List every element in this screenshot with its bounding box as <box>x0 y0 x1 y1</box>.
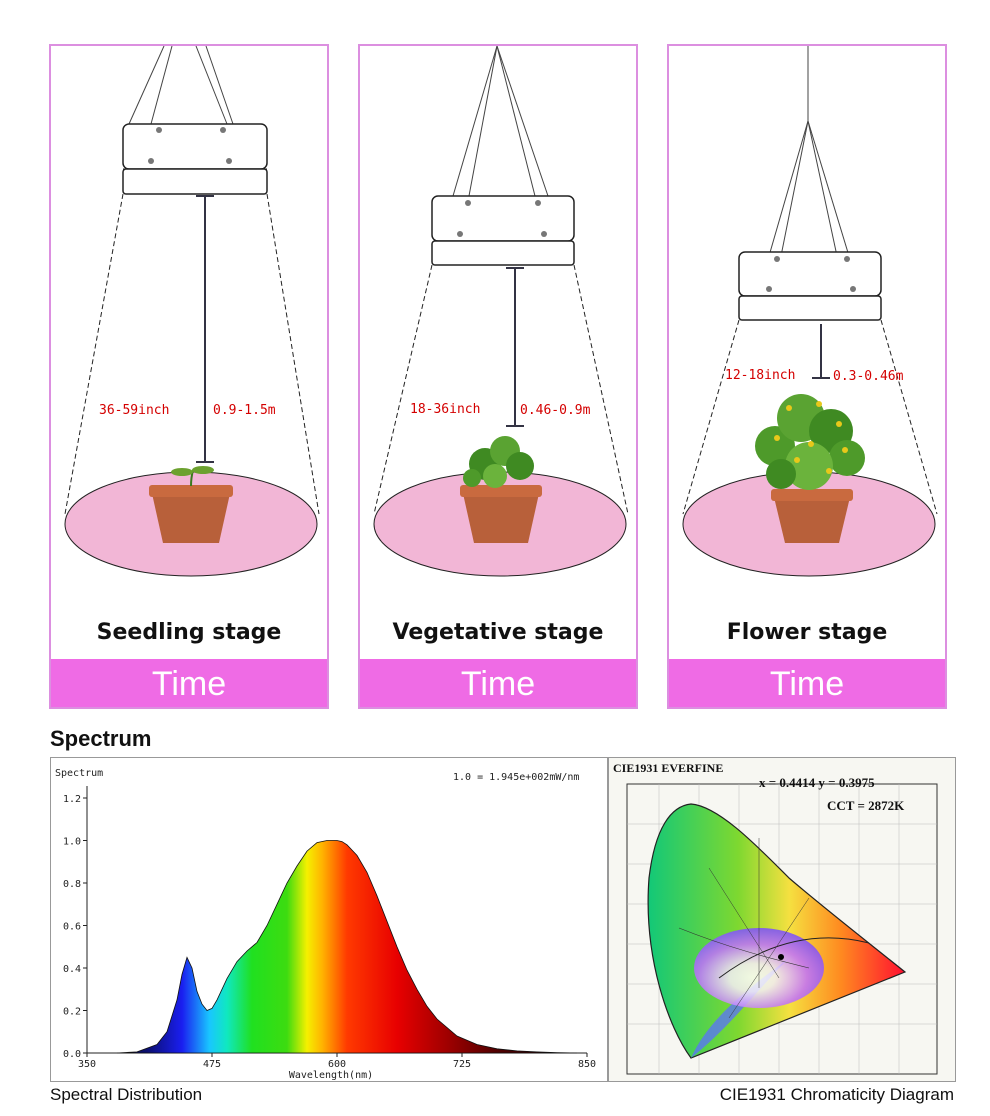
grow-light-panel-icon <box>738 251 882 321</box>
y-tick-label: 0.2 <box>63 1007 81 1018</box>
y-tick-label: 0.0 <box>63 1049 81 1060</box>
height-inch-label: 18-36inch <box>410 402 481 417</box>
y-tick-label: 0.6 <box>63 922 81 933</box>
spectrum-section-title: Spectrum <box>50 726 152 751</box>
height-meter-label: 0.46-0.9m <box>520 403 591 418</box>
height-meter-label: 0.3-0.46m <box>833 369 904 384</box>
spectrum-chart: 350 475 600 725 850 0.0 0.2 0.4 0.6 0.8 1.0 1.2 Sp… <box>50 757 608 1082</box>
spectrum-area <box>116 840 578 1054</box>
cie-chromaticity-diagram: CIE1931 EVERFINE x = 0.4414 y = 0.3975 C… <box>608 757 956 1082</box>
cie-diagram-svg: CIE1931 EVERFINE x = 0.4414 y = 0.3975 C… <box>613 761 938 1075</box>
height-inch-label: 36-59inch <box>99 403 170 418</box>
time-bar: Time <box>360 659 636 707</box>
x-tick-label: 600 <box>328 1059 346 1070</box>
cie-xy-readout: x = 0.4414 y = 0.3975 <box>759 775 875 790</box>
chart-title: Spectrum <box>55 768 103 779</box>
potted-flowering-plant-icon <box>755 394 865 543</box>
flower-illustration <box>682 46 938 577</box>
grow-light-panel-icon <box>122 123 268 195</box>
x-tick-label: 725 <box>453 1059 471 1070</box>
time-bar: Time <box>669 659 945 707</box>
grow-light-panel-icon <box>431 195 575 266</box>
potted-seedling-icon <box>149 466 233 543</box>
stage-title: Seedling stage <box>96 620 282 645</box>
stage-panel-seedling: 36-59inch 0.9-1.5m Seedling stage Time <box>49 44 329 709</box>
height-inch-label: 12-18inch <box>725 368 796 383</box>
x-tick-label: 850 <box>578 1059 596 1070</box>
x-tick-label: 350 <box>78 1059 96 1070</box>
y-tick-label: 0.4 <box>63 964 81 975</box>
stage-panel-vegetative: 18-36inch 0.46-0.9m Vegetative stage Tim… <box>358 44 638 709</box>
vegetative-illustration <box>373 46 629 577</box>
scale-note: 1.0 = 1.945e+002mW/nm <box>453 772 579 783</box>
y-axis-ticks: 0.0 0.2 0.4 0.6 0.8 1.0 1.2 <box>63 794 87 1060</box>
stage-title: Vegetative stage <box>392 620 604 645</box>
stage-title: Flower stage <box>726 620 888 645</box>
y-tick-label: 1.0 <box>63 837 81 848</box>
stage-panel-flower: 12-18inch 0.3-0.46m Flower stage Time <box>667 44 947 709</box>
seedling-illustration <box>64 46 320 577</box>
time-bar: Time <box>51 659 327 707</box>
chromaticity-point <box>778 954 784 960</box>
cie-caption: CIE1931 Chromaticity Diagram <box>719 1085 954 1104</box>
height-meter-label: 0.9-1.5m <box>213 403 276 418</box>
spectrum-chart-svg: 350 475 600 725 850 0.0 0.2 0.4 0.6 0.8 1.0 1.2 Sp… <box>55 768 596 1081</box>
spectrum-caption: Spectral Distribution <box>50 1085 203 1104</box>
cie-header: CIE1931 EVERFINE <box>613 761 723 775</box>
y-tick-label: 0.8 <box>63 879 81 890</box>
potted-plant-icon <box>460 436 542 543</box>
y-tick-label: 1.2 <box>63 794 81 805</box>
cct-readout: CCT = 2872K <box>827 798 905 813</box>
x-axis-ticks: 350 475 600 725 850 <box>78 1053 596 1070</box>
x-axis-label: Wavelength(nm) <box>289 1070 373 1081</box>
x-tick-label: 475 <box>203 1059 221 1070</box>
